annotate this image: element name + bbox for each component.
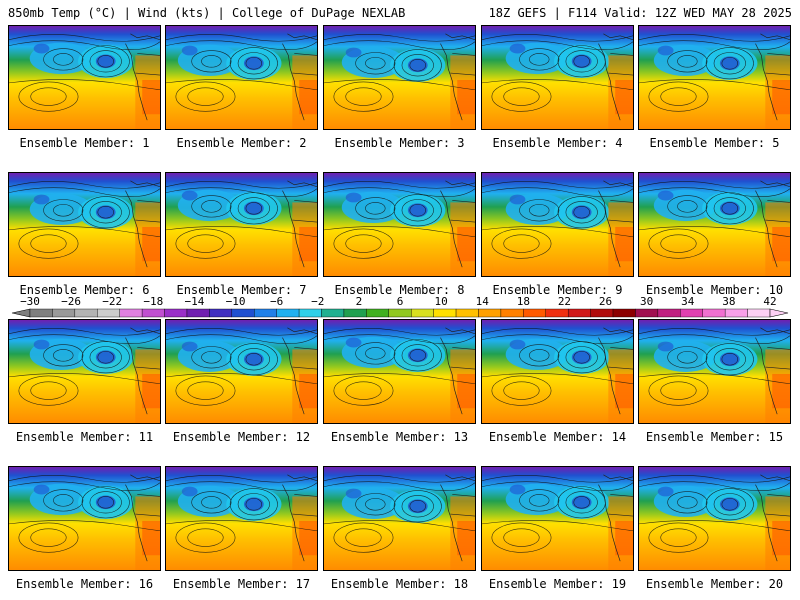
ensemble-member-caption: Ensemble Member: 16 (15, 577, 154, 591)
colorbar-swatch (612, 308, 636, 318)
colorbar-tick-label: 2 (356, 295, 363, 308)
ensemble-member-map (8, 319, 161, 424)
colorbar-tick-label: −30 (20, 295, 40, 308)
colorbar-tick-label: 38 (722, 295, 735, 308)
ensemble-member-caption: Ensemble Member: 10 (645, 283, 784, 297)
map-title: 850mb Temp (°C) | Wind (kts) | College o… (8, 6, 406, 20)
ensemble-member-map (323, 25, 476, 130)
temperature-colorbar: −30 −26 −22 −18 −14 −10 −6 −2 2 6 10 14 18 22 26 30 34 38… (8, 295, 792, 323)
colorbar-swatch (276, 308, 300, 318)
ensemble-member-map (638, 172, 791, 277)
ensemble-member-map (638, 319, 791, 424)
colorbar-tick-label: −26 (61, 295, 81, 308)
colorbar-tick-label: 18 (517, 295, 530, 308)
ensemble-member-map (638, 466, 791, 571)
ensemble-member-map (323, 172, 476, 277)
ensemble-member-caption: Ensemble Member: 13 (330, 430, 469, 444)
colorbar-swatch (657, 308, 681, 318)
ensemble-member-caption: Ensemble Member: 18 (330, 577, 469, 591)
ensemble-member-caption: Ensemble Member: 1 (19, 136, 150, 150)
colorbar-tick-label: −14 (185, 295, 205, 308)
colorbar-tick-label: −22 (102, 295, 122, 308)
colorbar-swatch (231, 308, 255, 318)
colorbar-swatch (366, 308, 389, 318)
colorbar-swatch (702, 308, 726, 318)
colorbar-swatch (97, 308, 120, 318)
colorbar-tick-label: 10 (434, 295, 447, 308)
colorbar-swatch (747, 308, 771, 318)
colorbar-swatch (635, 308, 659, 318)
colorbar-tick-label: 26 (599, 295, 612, 308)
colorbar-swatch (164, 308, 188, 318)
colorbar-swatch (388, 308, 412, 318)
colorbar-tick-label: 6 (397, 295, 404, 308)
colorbar-tick-label: −6 (270, 295, 283, 308)
ensemble-member-caption: Ensemble Member: 19 (488, 577, 627, 591)
ensemble-member-caption: Ensemble Member: 9 (492, 283, 623, 297)
colorbar-swatch (254, 308, 277, 318)
ensemble-member-caption: Ensemble Member: 6 (19, 283, 150, 297)
ensemble-member-map (165, 25, 318, 130)
colorbar-swatch (29, 308, 53, 318)
colorbar-swatch (74, 308, 98, 318)
colorbar-swatch (523, 308, 546, 318)
colorbar-swatch (724, 308, 748, 318)
colorbar-tick-label: 14 (476, 295, 490, 308)
ensemble-member-map (165, 466, 318, 571)
colorbar-swatch (411, 308, 434, 318)
ensemble-member-map (481, 172, 634, 277)
colorbar-tick-label: 30 (640, 295, 653, 308)
ensemble-member-caption: Ensemble Member: 11 (15, 430, 154, 444)
colorbar-swatch (567, 308, 591, 318)
colorbar-tick-label: −18 (143, 295, 163, 308)
colorbar-swatch (455, 308, 479, 318)
colorbar-swatch (545, 308, 569, 318)
colorbar-swatch (680, 308, 703, 318)
ensemble-member-map (8, 25, 161, 130)
colorbar-swatch (478, 308, 502, 318)
ensemble-member-caption: Ensemble Member: 4 (492, 136, 623, 150)
colorbar-swatch (590, 308, 614, 318)
colorbar-right-arrow (769, 308, 789, 318)
ensemble-member-map (8, 172, 161, 277)
colorbar-tick-label: 22 (558, 295, 571, 308)
colorbar-swatch (119, 308, 143, 318)
colorbar-swatch (141, 308, 165, 318)
ensemble-member-caption: Ensemble Member: 14 (488, 430, 627, 444)
colorbar-swatch (186, 308, 210, 318)
ensemble-member-map (323, 466, 476, 571)
colorbar-tick-label: −2 (311, 295, 324, 308)
colorbar-swatch (343, 308, 367, 318)
ensemble-member-map (481, 25, 634, 130)
ensemble-member-caption: Ensemble Member: 7 (176, 283, 307, 297)
ensemble-member-caption: Ensemble Member: 3 (334, 136, 465, 150)
ensemble-member-map (165, 319, 318, 424)
ensemble-member-map (481, 319, 634, 424)
ensemble-member-map (8, 466, 161, 571)
colorbar-left-arrow (11, 308, 31, 318)
colorbar-tick-label: 42 (763, 295, 776, 308)
ensemble-member-caption: Ensemble Member: 8 (334, 283, 465, 297)
ensemble-member-map (481, 466, 634, 571)
colorbar-swatch (433, 308, 457, 318)
colorbar-swatch (52, 308, 76, 318)
colorbar-tick-label: −10 (226, 295, 246, 308)
ensemble-member-caption: Ensemble Member: 15 (645, 430, 784, 444)
ensemble-member-map (323, 319, 476, 424)
ensemble-member-caption: Ensemble Member: 12 (172, 430, 311, 444)
ensemble-member-caption: Ensemble Member: 20 (645, 577, 784, 591)
colorbar-swatch (298, 308, 322, 318)
colorbar-swatch (321, 308, 345, 318)
colorbar-swatch (209, 308, 233, 318)
ensemble-member-map (165, 172, 318, 277)
colorbar-tick-label: 34 (681, 295, 695, 308)
ensemble-member-caption: Ensemble Member: 2 (176, 136, 307, 150)
run-valid-time: 18Z GEFS | F114 Valid: 12Z WED MAY 28 20… (488, 6, 792, 20)
ensemble-member-caption: Ensemble Member: 17 (172, 577, 311, 591)
ensemble-member-map (638, 25, 791, 130)
colorbar-swatch (500, 308, 524, 318)
ensemble-member-caption: Ensemble Member: 5 (649, 136, 780, 150)
